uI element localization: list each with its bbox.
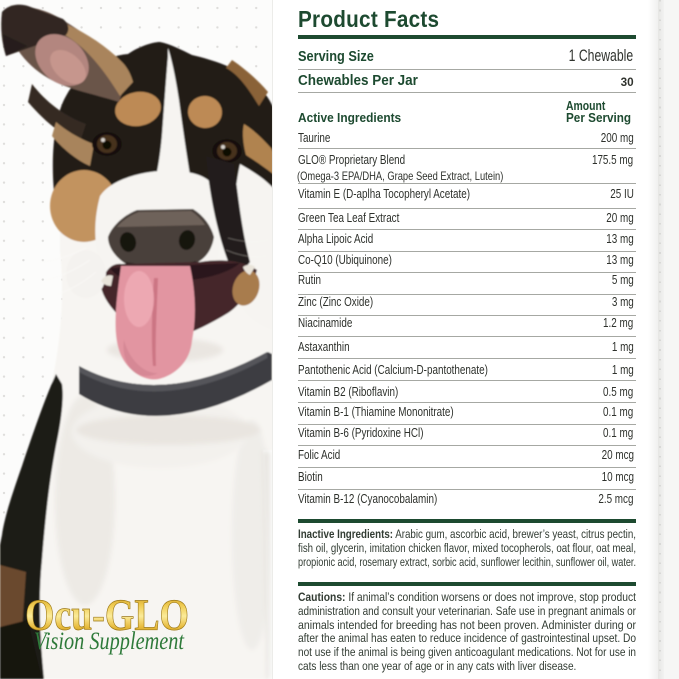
- svg-text:Ocu-GLO: Ocu-GLO: [25, 591, 189, 640]
- svg-text:Vision Supplement: Vision Supplement: [34, 628, 185, 655]
